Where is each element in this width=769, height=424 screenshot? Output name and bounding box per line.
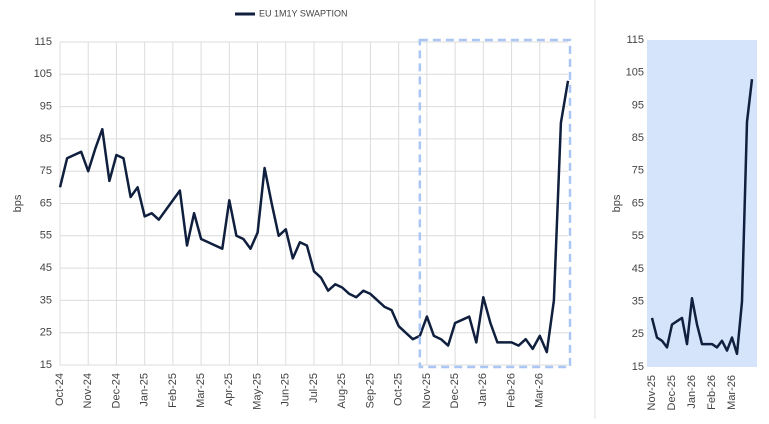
x-tick-label: Dec-25 — [666, 375, 678, 410]
x-tick-label: Dec-24 — [110, 373, 122, 408]
y-tick-label: 105 — [34, 68, 52, 80]
y-tick-label: 85 — [40, 133, 52, 145]
y-tick-label: 25 — [632, 328, 644, 340]
series-line — [650, 79, 754, 356]
x-tick-label: Nov-25 — [421, 373, 433, 408]
x-tick-label: Aug-25 — [336, 373, 348, 408]
x-tick-label: Mar-26 — [534, 373, 546, 408]
x-tick-label: Jan-26 — [477, 373, 489, 407]
x-tick-label: Feb-25 — [167, 373, 179, 408]
y-tick-label: 105 — [626, 67, 644, 79]
x-tick-label: May-25 — [251, 373, 263, 410]
series-line — [58, 80, 570, 354]
x-tick-label: Mar-25 — [195, 373, 207, 408]
y-tick-label: 35 — [632, 296, 644, 308]
x-tick-label: Jul-25 — [308, 373, 320, 403]
x-tick-label: Jan-25 — [139, 373, 151, 407]
y-tick-label: 55 — [40, 230, 52, 242]
y-tick-label: 35 — [40, 294, 52, 306]
legend-label: EU 1M1Y SWAPTION — [259, 8, 348, 18]
y-tick-label: 75 — [632, 165, 644, 177]
x-tick-label: Oct-24 — [54, 373, 66, 406]
highlight-box — [418, 38, 572, 369]
y-tick-label: 115 — [626, 34, 644, 46]
x-tick-label: Mar-26 — [726, 375, 738, 410]
y-tick-label: 45 — [40, 262, 52, 274]
x-tick-label: Sep-25 — [364, 373, 376, 408]
x-tick-label: Apr-25 — [223, 373, 235, 406]
x-tick-label: Dec-25 — [449, 373, 461, 408]
y-tick-label: 65 — [632, 197, 644, 209]
y-tick-label: 85 — [632, 132, 644, 144]
y-tick-label: 15 — [632, 361, 644, 373]
y-tick-label: 75 — [40, 165, 52, 177]
x-tick-label: Nov-25 — [646, 375, 658, 410]
y-tick-label: 15 — [40, 359, 52, 371]
y-tick-label: 95 — [40, 101, 52, 113]
plot-background — [647, 40, 757, 367]
x-tick-label: Oct-25 — [393, 373, 405, 406]
x-tick-label: Jan-26 — [686, 375, 698, 409]
y-tick-label: 115 — [34, 36, 52, 48]
y-tick-label: 65 — [40, 197, 52, 209]
y-axis-label: bps — [611, 194, 623, 212]
y-tick-label: 25 — [40, 327, 52, 339]
x-tick-label: Nov-24 — [82, 373, 94, 408]
y-tick-label: 45 — [632, 263, 644, 275]
x-tick-label: Jun-25 — [280, 373, 292, 407]
y-tick-label: 55 — [632, 230, 644, 242]
y-axis-label: bps — [12, 194, 24, 212]
y-tick-label: 95 — [632, 99, 644, 111]
x-tick-label: Feb-26 — [706, 375, 718, 410]
x-tick-label: Feb-26 — [505, 373, 517, 408]
